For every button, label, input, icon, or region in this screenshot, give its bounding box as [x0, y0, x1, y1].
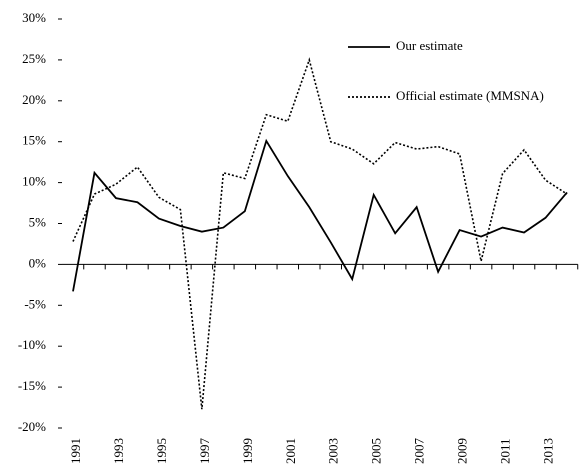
x-tick-label: 2003: [326, 438, 341, 464]
x-tick-label: 2009: [455, 438, 470, 464]
x-tick-label: 1991: [68, 438, 83, 464]
x-tick-label: 2007: [412, 438, 427, 465]
y-tick-label: 20%: [22, 92, 46, 107]
line-series: [72, 57, 568, 410]
y-tick-label: -10%: [18, 337, 46, 352]
y-tick-label: 5%: [29, 214, 47, 229]
x-tick-label: 2001: [283, 438, 298, 464]
y-tick-label: 25%: [22, 51, 46, 66]
y-tick-label: 15%: [22, 133, 46, 148]
x-tick-label: 1993: [111, 438, 126, 464]
x-tick-label: 1997: [197, 438, 212, 465]
x-tick-label: 2005: [369, 438, 384, 464]
y-tick-label: 10%: [22, 174, 46, 189]
y-tick-label: -5%: [24, 296, 46, 311]
y-tick-label: 0%: [29, 255, 47, 270]
y-tick-label: -20%: [18, 419, 46, 434]
x-tick-label: 2011: [498, 438, 513, 464]
line-series: [72, 138, 568, 292]
y-tick-label: 30%: [22, 10, 46, 25]
legend-label: Our estimate: [396, 38, 463, 53]
legend-label: Official estimate (MMSNA): [396, 88, 544, 103]
y-tick-label: -15%: [18, 378, 46, 393]
x-tick-label: 1995: [154, 438, 169, 464]
x-tick-label: 2013: [541, 438, 556, 464]
x-tick-label: 1999: [240, 438, 255, 464]
